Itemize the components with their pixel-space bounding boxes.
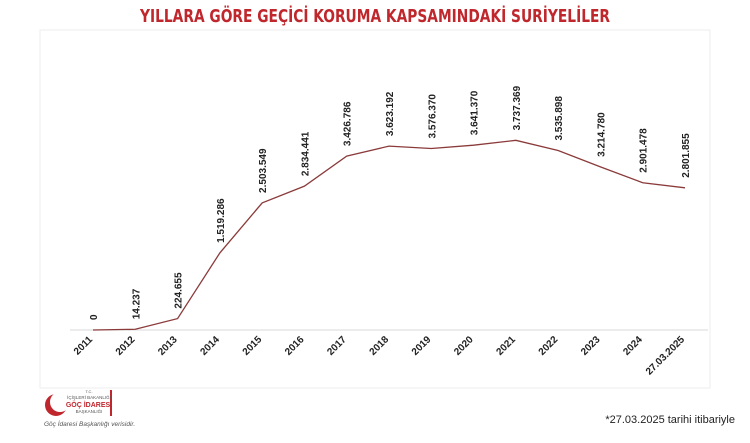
x-tick-label: 2011	[72, 334, 95, 357]
data-label: 3.576.370	[427, 94, 438, 139]
x-tick-label: 2020	[452, 334, 476, 358]
x-tick-label: 2016	[283, 334, 307, 358]
x-tick-label: 2015	[241, 334, 265, 358]
data-label: 3.623.192	[385, 91, 396, 136]
x-tick-label: 2023	[579, 334, 603, 358]
logo-bar	[110, 390, 112, 416]
data-label: 3.214.780	[596, 112, 607, 157]
data-label: 3.737.369	[512, 85, 523, 130]
logo-text: İÇİŞLERİ BAKANLIĞI	[67, 394, 111, 400]
data-label: 0	[89, 314, 100, 320]
plot-frame	[39, 29, 711, 389]
data-label: 3.641.370	[470, 90, 481, 135]
data-label: 1.519.286	[216, 198, 227, 243]
logo: T.C. İÇİŞLERİ BAKANLIĞI GÖÇ İDARESİ BAŞK…	[45, 389, 112, 416]
data-label: 2.901.478	[639, 128, 650, 173]
logo-text: T.C.	[85, 389, 92, 394]
x-tick-label: 2022	[537, 334, 561, 358]
data-label: 2.834.441	[300, 131, 311, 176]
data-label: 224.655	[174, 272, 185, 309]
logo-crescent-cut	[50, 392, 70, 412]
x-tick-label: 2013	[156, 334, 180, 358]
x-tick-label: 2017	[325, 334, 349, 358]
data-label: 2.503.549	[258, 148, 269, 193]
x-tick-label: 2012	[114, 334, 138, 358]
data-label: 3.535.898	[554, 96, 565, 141]
logo-text: GÖÇ İDARESİ	[66, 400, 112, 409]
x-tick-label: 2014	[198, 334, 222, 358]
note: *27.03.2025 tarihi itibariyle	[605, 414, 735, 426]
x-tick-label: 2019	[410, 334, 434, 358]
data-label: 2.801.855	[681, 133, 692, 178]
logo-text: BAŞKANLIĞI	[76, 408, 103, 414]
chart-title: YILLARA GÖRE GEÇİCİ KORUMA KAPSAMINDAKİ …	[139, 5, 610, 27]
x-tick-label: 2024	[621, 334, 645, 358]
x-tick-label: 2018	[368, 334, 392, 358]
x-tick-label: 27.03.2025	[644, 334, 687, 377]
x-tick-label: 2021	[494, 334, 518, 358]
line	[92, 139, 686, 331]
source: Göç İdaresi Başkanlığı verisidir.	[44, 420, 135, 428]
data-label: 14.237	[131, 288, 142, 319]
data-label: 3.426.786	[343, 101, 354, 146]
